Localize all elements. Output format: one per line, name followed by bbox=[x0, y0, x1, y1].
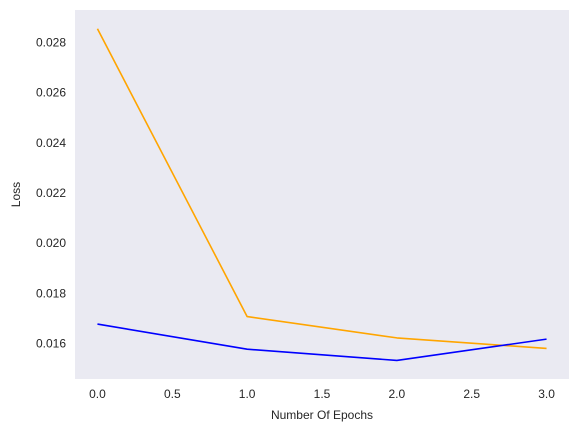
y-tick-label-4: 0.024 bbox=[36, 136, 66, 150]
orange-series-line bbox=[96, 28, 547, 350]
y-axis-ticks: 0.016 0.018 0.020 0.022 0.024 0.026 0.028 bbox=[36, 36, 66, 351]
y-tick-label-0: 0.016 bbox=[36, 336, 66, 350]
x-axis-ticks: 0.0 0.5 1.0 1.5 2.0 2.5 3.0 bbox=[89, 387, 555, 401]
x-tick-label-4: 2.0 bbox=[389, 387, 406, 401]
blue-series-line bbox=[97, 323, 547, 362]
x-tick-label-0: 0.0 bbox=[89, 387, 106, 401]
x-tick-label-5: 2.5 bbox=[463, 387, 480, 401]
y-tick-label-3: 0.022 bbox=[36, 186, 66, 200]
x-tick-label-3: 1.5 bbox=[314, 387, 331, 401]
x-tick-label-1: 0.5 bbox=[164, 387, 181, 401]
y-tick-label-1: 0.018 bbox=[36, 286, 66, 300]
series-layer bbox=[96, 28, 547, 362]
y-tick-label-2: 0.020 bbox=[36, 236, 66, 250]
plot-area-background bbox=[75, 10, 569, 379]
x-tick-label-6: 3.0 bbox=[538, 387, 555, 401]
x-axis-label: Number Of Epochs bbox=[271, 408, 373, 422]
y-axis-label: Loss bbox=[9, 182, 23, 207]
y-tick-label-6: 0.028 bbox=[36, 36, 66, 50]
x-tick-label-2: 1.0 bbox=[239, 387, 256, 401]
y-tick-label-5: 0.026 bbox=[36, 86, 66, 100]
